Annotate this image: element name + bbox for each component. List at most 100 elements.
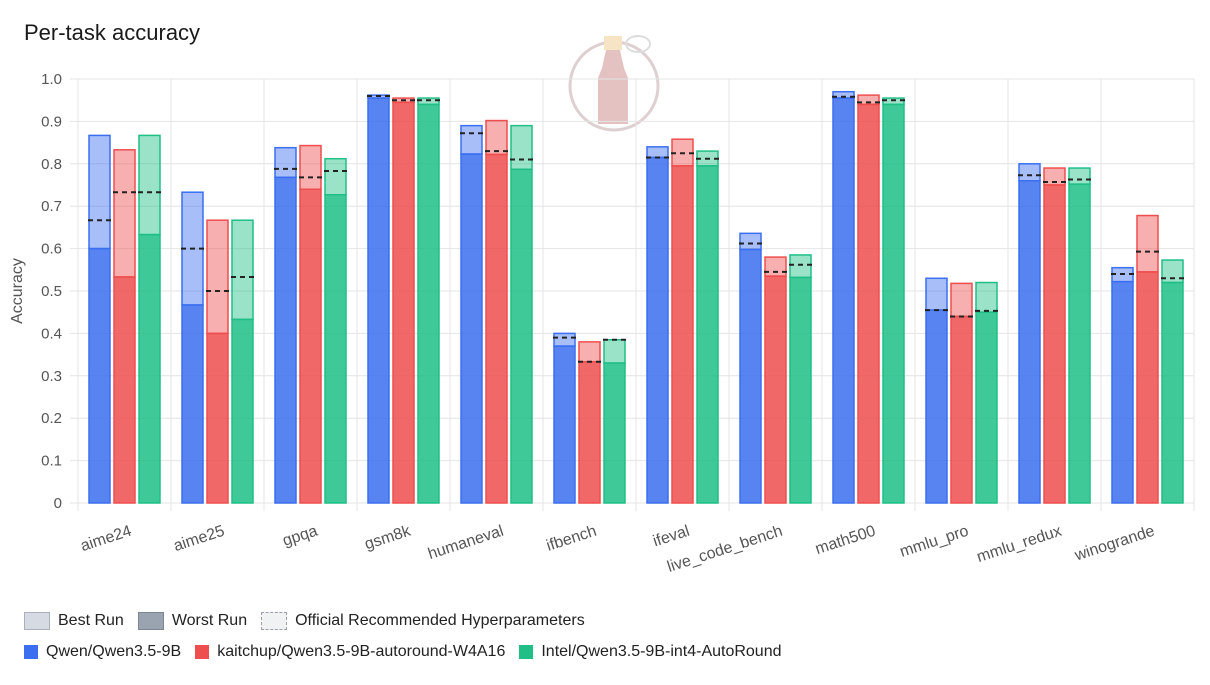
intel-swatch bbox=[519, 645, 534, 659]
best-run-label: Best Run bbox=[58, 612, 124, 629]
x-tick-label: mmlu_pro bbox=[898, 523, 971, 561]
worst-run-bar bbox=[113, 276, 136, 504]
worst-run-bar bbox=[1018, 180, 1041, 504]
worst-run-bar bbox=[392, 101, 415, 504]
worst-run-bar bbox=[553, 345, 576, 504]
legend-worst-run[interactable]: Worst Run bbox=[137, 612, 248, 630]
worst-run-bar bbox=[138, 233, 161, 504]
best-run-bar bbox=[764, 256, 787, 277]
worst-run-bar bbox=[485, 153, 508, 504]
best-run-swatch bbox=[24, 612, 50, 630]
x-tick-label: winogrande bbox=[1072, 523, 1157, 565]
best-run-bar bbox=[510, 124, 533, 171]
best-run-bar bbox=[1018, 163, 1041, 182]
y-tick-label: 0 bbox=[54, 495, 62, 512]
legend-run-types: Best Run Worst Run Official Recommended … bbox=[24, 612, 599, 630]
best-run-bar bbox=[1068, 167, 1091, 185]
worst-run-bar bbox=[832, 97, 855, 504]
best-run-bar bbox=[578, 341, 601, 363]
worst-run-bar bbox=[1136, 271, 1159, 504]
worst-run-bar bbox=[696, 165, 719, 504]
worst-run-bar bbox=[88, 247, 111, 504]
best-run-bar bbox=[417, 97, 440, 106]
best-run-bar bbox=[739, 232, 762, 251]
best-run-bar bbox=[113, 149, 136, 278]
x-tick-label: mmlu_redux bbox=[975, 523, 1064, 566]
y-tick-label: 1.0 bbox=[41, 71, 62, 88]
x-tick-label: aime25 bbox=[172, 523, 227, 555]
worst-run-bar bbox=[1161, 281, 1184, 504]
x-tick-label: humaneval bbox=[426, 523, 506, 563]
best-run-bar bbox=[206, 219, 229, 335]
worst-run-bar bbox=[789, 276, 812, 504]
best-run-bar bbox=[485, 119, 508, 156]
best-run-bar bbox=[789, 254, 812, 279]
x-tick-label: gsm8k bbox=[363, 522, 414, 553]
legend-model-intel[interactable]: Intel/Qwen3.5-9B-int4-AutoRound bbox=[519, 643, 782, 661]
worst-run-bar bbox=[950, 315, 973, 504]
legend-model-kaitchup[interactable]: kaitchup/Qwen3.5-9B-autoround-W4A16 bbox=[195, 643, 505, 661]
worst-run-bar bbox=[882, 103, 905, 504]
worst-run-bar bbox=[671, 165, 694, 504]
worst-run-bar bbox=[324, 194, 347, 504]
legend-official[interactable]: Official Recommended Hyperparameters bbox=[261, 612, 585, 630]
worst-run-bar bbox=[510, 168, 533, 504]
best-run-bar bbox=[975, 281, 998, 313]
worst-run-bar bbox=[739, 248, 762, 504]
x-tick-label: ifbench bbox=[544, 523, 598, 555]
bottle-mascot-watermark bbox=[568, 35, 660, 132]
worst-run-bar bbox=[975, 311, 998, 504]
bar-chart: 0 0.1 0.2 0.3 0.4 0.5 0.6 0.7 0.8 0.9 1.0 Accuracy a… bbox=[9, 71, 1195, 576]
y-tick-label: 0.6 bbox=[41, 241, 62, 258]
best-run-bar bbox=[882, 97, 905, 106]
best-run-bar bbox=[88, 134, 111, 250]
bar-layer bbox=[88, 90, 1184, 504]
kaitchup-label: kaitchup/Qwen3.5-9B-autoround-W4A16 bbox=[217, 643, 506, 660]
qwen-swatch bbox=[24, 645, 38, 659]
y-tick-label: 0.7 bbox=[41, 198, 62, 215]
best-run-bar bbox=[925, 277, 948, 311]
worst-run-bar bbox=[1043, 184, 1066, 504]
worst-run-label: Worst Run bbox=[171, 612, 248, 629]
best-run-bar bbox=[603, 339, 626, 364]
worst-run-bar bbox=[206, 332, 229, 504]
best-run-bar bbox=[460, 124, 483, 155]
worst-run-bar bbox=[603, 362, 626, 504]
y-tick-label: 0.1 bbox=[41, 453, 62, 470]
y-tick-label: 0.5 bbox=[41, 283, 62, 300]
worst-run-swatch bbox=[137, 612, 164, 630]
y-tick-label: 0.8 bbox=[41, 156, 62, 173]
best-run-bar bbox=[1136, 214, 1159, 273]
best-run-bar bbox=[274, 146, 297, 179]
qwen-label: Qwen/Qwen3.5-9B bbox=[46, 643, 182, 660]
best-run-bar bbox=[324, 157, 347, 196]
x-tick-label: aime24 bbox=[79, 523, 134, 555]
x-tick-label: ifeval bbox=[651, 523, 692, 551]
y-tick-label: 0.9 bbox=[41, 113, 62, 130]
y-axis-label: Accuracy bbox=[9, 258, 26, 324]
best-run-bar bbox=[646, 146, 669, 159]
worst-run-bar bbox=[646, 156, 669, 504]
best-run-bar bbox=[231, 219, 254, 321]
worst-run-bar bbox=[181, 304, 204, 504]
worst-run-bar bbox=[299, 188, 322, 504]
worst-run-bar bbox=[1111, 280, 1134, 504]
x-tick-label: math500 bbox=[813, 523, 878, 558]
y-tick-label: 0.4 bbox=[41, 325, 62, 342]
worst-run-bar bbox=[857, 103, 880, 504]
chart-title: Per-task accuracy bbox=[24, 20, 201, 45]
worst-run-bar bbox=[578, 361, 601, 504]
best-run-bar bbox=[950, 282, 973, 318]
worst-run-bar bbox=[231, 318, 254, 504]
official-label: Official Recommended Hyperparameters bbox=[295, 612, 585, 629]
x-tick-label: gpqa bbox=[281, 523, 320, 550]
legend-best-run[interactable]: Best Run bbox=[24, 612, 124, 630]
best-run-bar bbox=[299, 144, 322, 190]
worst-run-bar bbox=[417, 103, 440, 504]
legend-models: Qwen/Qwen3.5-9B kaitchup/Qwen3.5-9B-auto… bbox=[24, 643, 796, 661]
y-tick-label: 0.2 bbox=[41, 410, 62, 427]
legend-model-qwen[interactable]: Qwen/Qwen3.5-9B bbox=[24, 643, 181, 661]
worst-run-bar bbox=[1068, 183, 1091, 504]
kaitchup-swatch bbox=[195, 645, 210, 659]
worst-run-bar bbox=[460, 153, 483, 504]
